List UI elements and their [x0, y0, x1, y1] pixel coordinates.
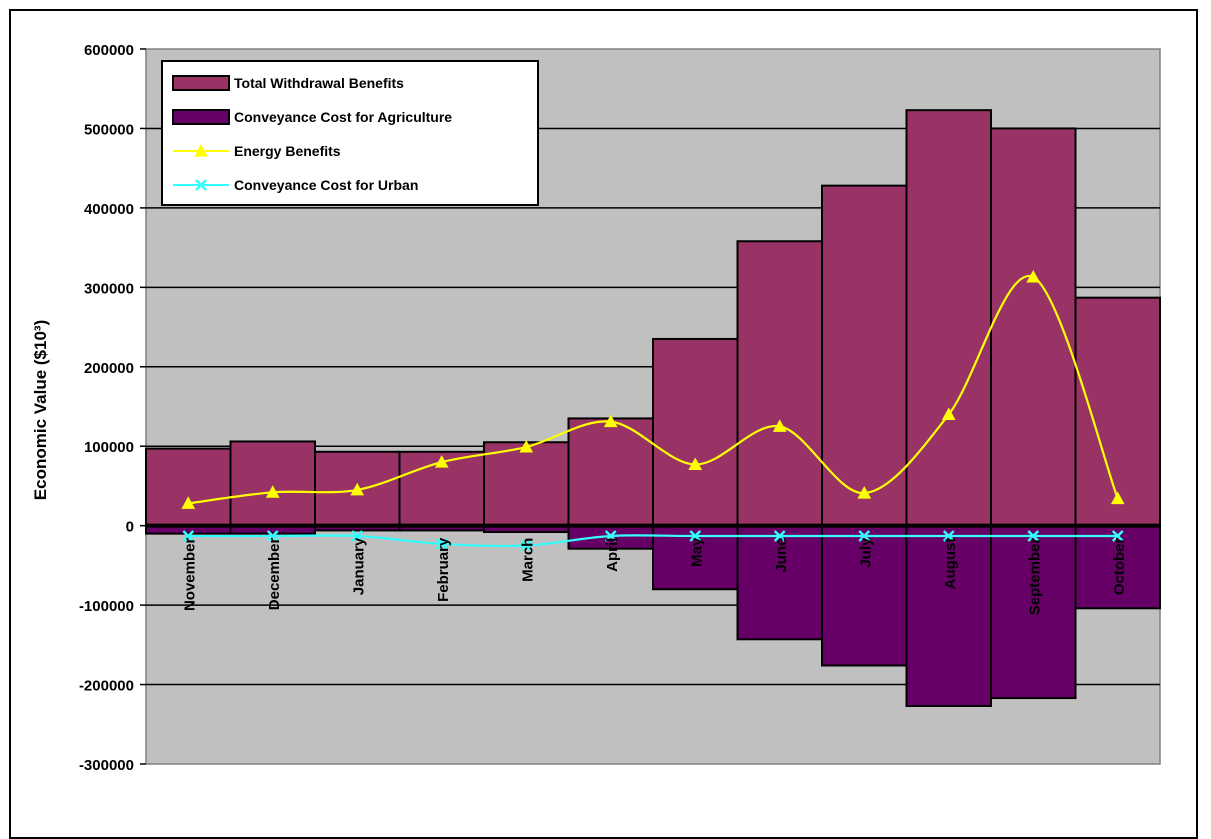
marker-stroke	[689, 530, 702, 542]
marker-stroke	[195, 179, 207, 191]
legend-item: Conveyance Cost for Urban	[173, 177, 418, 193]
legend-label: Conveyance Cost for Urban	[234, 177, 418, 193]
y-tick-label: 600000	[84, 42, 134, 59]
x-tick-label: March	[519, 538, 536, 582]
data-point-marker	[604, 530, 617, 542]
bar	[905, 109, 992, 527]
bar	[736, 524, 823, 641]
bar	[1074, 296, 1161, 527]
legend-item: Conveyance Cost for Agriculture	[172, 109, 452, 125]
bar	[567, 417, 654, 527]
data-point-marker	[1110, 491, 1125, 505]
data-point-marker	[182, 530, 195, 542]
bar	[821, 184, 908, 527]
y-tick-label: 300000	[84, 280, 134, 297]
data-point-marker	[194, 143, 208, 157]
data-point-marker	[351, 530, 364, 542]
data-point-marker	[519, 439, 534, 453]
data-point-marker	[520, 539, 533, 552]
marker-stroke	[604, 530, 617, 542]
x-tick-label: August	[942, 538, 959, 590]
bar	[905, 524, 992, 708]
x-tick-label: July	[857, 537, 874, 568]
x-tick-label: October	[1111, 538, 1128, 596]
x-tick-label: February	[435, 537, 452, 602]
series-line	[188, 534, 1118, 548]
x-tick-label: December	[266, 538, 283, 611]
bar	[145, 447, 232, 527]
chart: November December January February March Apri…	[31, 42, 1161, 774]
y-tick-label: -100000	[79, 598, 134, 615]
legend-swatch	[172, 109, 230, 125]
data-point-marker	[773, 530, 786, 542]
data-point-marker	[1026, 269, 1041, 283]
data-point-marker	[1111, 530, 1124, 542]
data-point-marker	[434, 455, 449, 468]
x-tick-label: April	[604, 538, 621, 572]
legend-label: Conveyance Cost for Agriculture	[234, 109, 452, 125]
data-point-marker	[688, 457, 703, 470]
y-tick-label: 200000	[84, 360, 134, 377]
data-point-marker	[266, 530, 279, 542]
marker-stroke	[773, 530, 786, 542]
data-point-marker	[942, 530, 955, 542]
legend-item: Total Withdrawal Benefits	[172, 75, 404, 91]
x-tick-label: September	[1026, 538, 1043, 616]
data-point-marker	[858, 530, 871, 542]
data-point-marker	[689, 530, 702, 542]
data-point-marker	[435, 538, 448, 550]
marker-stroke	[435, 538, 448, 550]
bar	[229, 440, 316, 527]
y-tick-label: 400000	[84, 201, 134, 218]
legend-label: Total Withdrawal Benefits	[234, 75, 404, 91]
marker-stroke	[858, 530, 871, 542]
legend-item: Energy Benefits	[173, 143, 341, 159]
line-series-group	[181, 269, 1125, 552]
data-point-marker	[772, 419, 787, 432]
bar-series-group	[145, 109, 1161, 708]
y-tick-label: 100000	[84, 439, 134, 456]
y-tick-label: 0	[126, 519, 134, 536]
marker-stroke	[266, 530, 279, 542]
bar	[736, 240, 823, 527]
marker-stroke	[351, 530, 364, 542]
x-tick-label: May	[688, 537, 705, 567]
y-tick-label: -300000	[79, 757, 134, 774]
marker-stroke	[1111, 530, 1124, 542]
legend-label: Energy Benefits	[234, 143, 341, 159]
data-point-marker	[195, 179, 207, 191]
legend: Total Withdrawal Benefits Conveyance Cost…	[161, 60, 539, 206]
x-tick-label: November	[181, 538, 198, 612]
marker-stroke	[942, 530, 955, 542]
data-point-marker	[181, 496, 196, 509]
bar	[483, 441, 570, 527]
x-tick-labels: November December January February March Apri…	[181, 537, 1128, 615]
y-tick-label: 500000	[84, 121, 134, 138]
legend-swatch	[172, 75, 230, 91]
x-tick-label: January	[350, 537, 367, 595]
y-tick-label: -200000	[79, 678, 134, 695]
data-point-marker	[350, 482, 365, 496]
data-point-marker	[857, 486, 872, 499]
data-point-marker	[941, 407, 956, 420]
bar	[652, 337, 739, 527]
bar	[990, 524, 1077, 700]
data-point-marker	[603, 414, 618, 428]
marker-stroke	[182, 530, 195, 542]
x-tick-label: June	[773, 538, 790, 573]
marker-stroke	[520, 539, 533, 552]
data-point-marker	[265, 485, 280, 498]
marker-stroke	[1027, 530, 1040, 542]
data-point-marker	[1027, 530, 1040, 542]
y-tick-labels: 600000 500000 400000 300000 200000 100000 0 -10…	[79, 42, 134, 774]
y-axis-label: Economic Value ($10³)	[31, 320, 50, 500]
